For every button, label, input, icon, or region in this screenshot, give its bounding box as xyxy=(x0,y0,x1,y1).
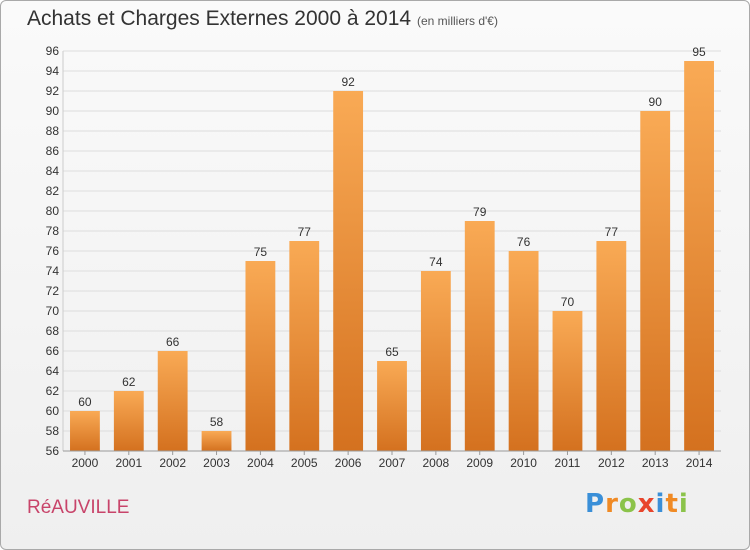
bar-2011 xyxy=(552,311,583,451)
x-axis-ticks: 2000 2001 2002 2003 2004 2005 2006 2007 2008 2009… xyxy=(72,451,713,470)
bar-2012 xyxy=(596,241,627,451)
logo-letter: t xyxy=(665,489,679,519)
data-label: 58 xyxy=(210,415,224,429)
y-tick-label: 78 xyxy=(46,224,60,238)
x-tick-label: 2007 xyxy=(379,456,406,470)
logo-letter: i xyxy=(678,489,689,519)
y-tick-label: 60 xyxy=(46,404,60,418)
y-tick-label: 96 xyxy=(46,44,60,58)
y-tick-label: 74 xyxy=(46,264,60,278)
place-name: RéAUVILLE xyxy=(27,497,130,518)
y-tick-label: 62 xyxy=(46,384,60,398)
x-tick-label: 2002 xyxy=(159,456,186,470)
y-tick-label: 68 xyxy=(46,324,60,338)
data-labels: 60 62 66 58 75 77 92 65 74 79 76 70 77 90 95 xyxy=(78,45,706,429)
data-label: 60 xyxy=(78,395,92,409)
x-tick-label: 2003 xyxy=(203,456,230,470)
bar-2006 xyxy=(333,91,364,451)
bar-chart: 56 58 60 62 64 66 68 70 72 74 76 78 80 82 84 86 88 90 92 94… xyxy=(46,44,721,470)
data-label: 90 xyxy=(649,95,663,109)
x-tick-label: 2013 xyxy=(642,456,669,470)
x-tick-label: 2000 xyxy=(72,456,99,470)
bar-2000 xyxy=(70,411,100,451)
chart-subtitle: (en milliers d'€) xyxy=(417,14,498,28)
bar-2008 xyxy=(420,271,451,451)
data-label: 65 xyxy=(385,345,399,359)
logo-letter: i xyxy=(655,489,666,519)
x-tick-label: 2011 xyxy=(555,456,581,470)
logo-letter: r xyxy=(605,489,619,519)
y-tick-label: 84 xyxy=(46,164,60,178)
x-tick-label: 2014 xyxy=(686,456,713,470)
y-axis-ticks: 56 58 60 62 64 66 68 70 72 74 76 78 80 82 84 86 88 90 92 94… xyxy=(46,44,60,458)
x-tick-label: 2006 xyxy=(335,456,362,470)
y-tick-label: 90 xyxy=(46,104,60,118)
y-tick-label: 80 xyxy=(46,204,60,218)
y-tick-label: 72 xyxy=(46,284,60,298)
y-tick-label: 56 xyxy=(46,444,60,458)
data-label: 76 xyxy=(517,235,531,249)
bar-2014 xyxy=(684,61,714,451)
bars xyxy=(70,61,714,451)
x-tick-label: 2008 xyxy=(423,456,450,470)
bar-2013 xyxy=(640,111,671,451)
x-tick-label: 2005 xyxy=(291,456,318,470)
logo-letter: P xyxy=(585,489,606,519)
bar-2001 xyxy=(113,391,144,451)
x-tick-label: 2004 xyxy=(247,456,274,470)
logo-letter: o xyxy=(618,489,638,519)
data-label: 75 xyxy=(254,245,268,259)
x-tick-label: 2010 xyxy=(510,456,537,470)
y-tick-label: 70 xyxy=(46,304,60,318)
chart-title: Achats et Charges Externes 2000 à 2014 xyxy=(27,7,412,30)
y-tick-label: 82 xyxy=(46,184,60,198)
y-tick-label: 88 xyxy=(46,124,60,138)
y-tick-label: 66 xyxy=(46,344,60,358)
bar-2003 xyxy=(201,431,232,451)
bar-2009 xyxy=(464,221,495,451)
data-label: 95 xyxy=(692,45,706,59)
bar-2004 xyxy=(245,261,276,451)
data-label: 77 xyxy=(298,225,312,239)
y-tick-label: 64 xyxy=(46,364,60,378)
y-tick-label: 94 xyxy=(46,64,60,78)
data-label: 74 xyxy=(429,255,443,269)
x-tick-label: 2012 xyxy=(598,456,625,470)
logo-letter: x xyxy=(637,489,656,519)
data-label: 62 xyxy=(122,375,136,389)
data-label: 66 xyxy=(166,335,180,349)
x-tick-label: 2009 xyxy=(466,456,493,470)
data-label: 77 xyxy=(605,225,619,239)
bar-2005 xyxy=(289,241,320,451)
bar-2007 xyxy=(377,361,407,451)
bar-2010 xyxy=(508,251,539,451)
bar-2002 xyxy=(157,351,188,451)
y-tick-label: 76 xyxy=(46,244,60,258)
data-label: 70 xyxy=(561,295,575,309)
y-tick-label: 86 xyxy=(46,144,60,158)
proxiti-logo: Proxiti xyxy=(585,489,689,519)
y-tick-label: 92 xyxy=(46,84,60,98)
data-label: 79 xyxy=(473,205,487,219)
x-tick-label: 2001 xyxy=(115,456,142,470)
data-label: 92 xyxy=(341,75,355,89)
y-tick-label: 58 xyxy=(46,424,60,438)
